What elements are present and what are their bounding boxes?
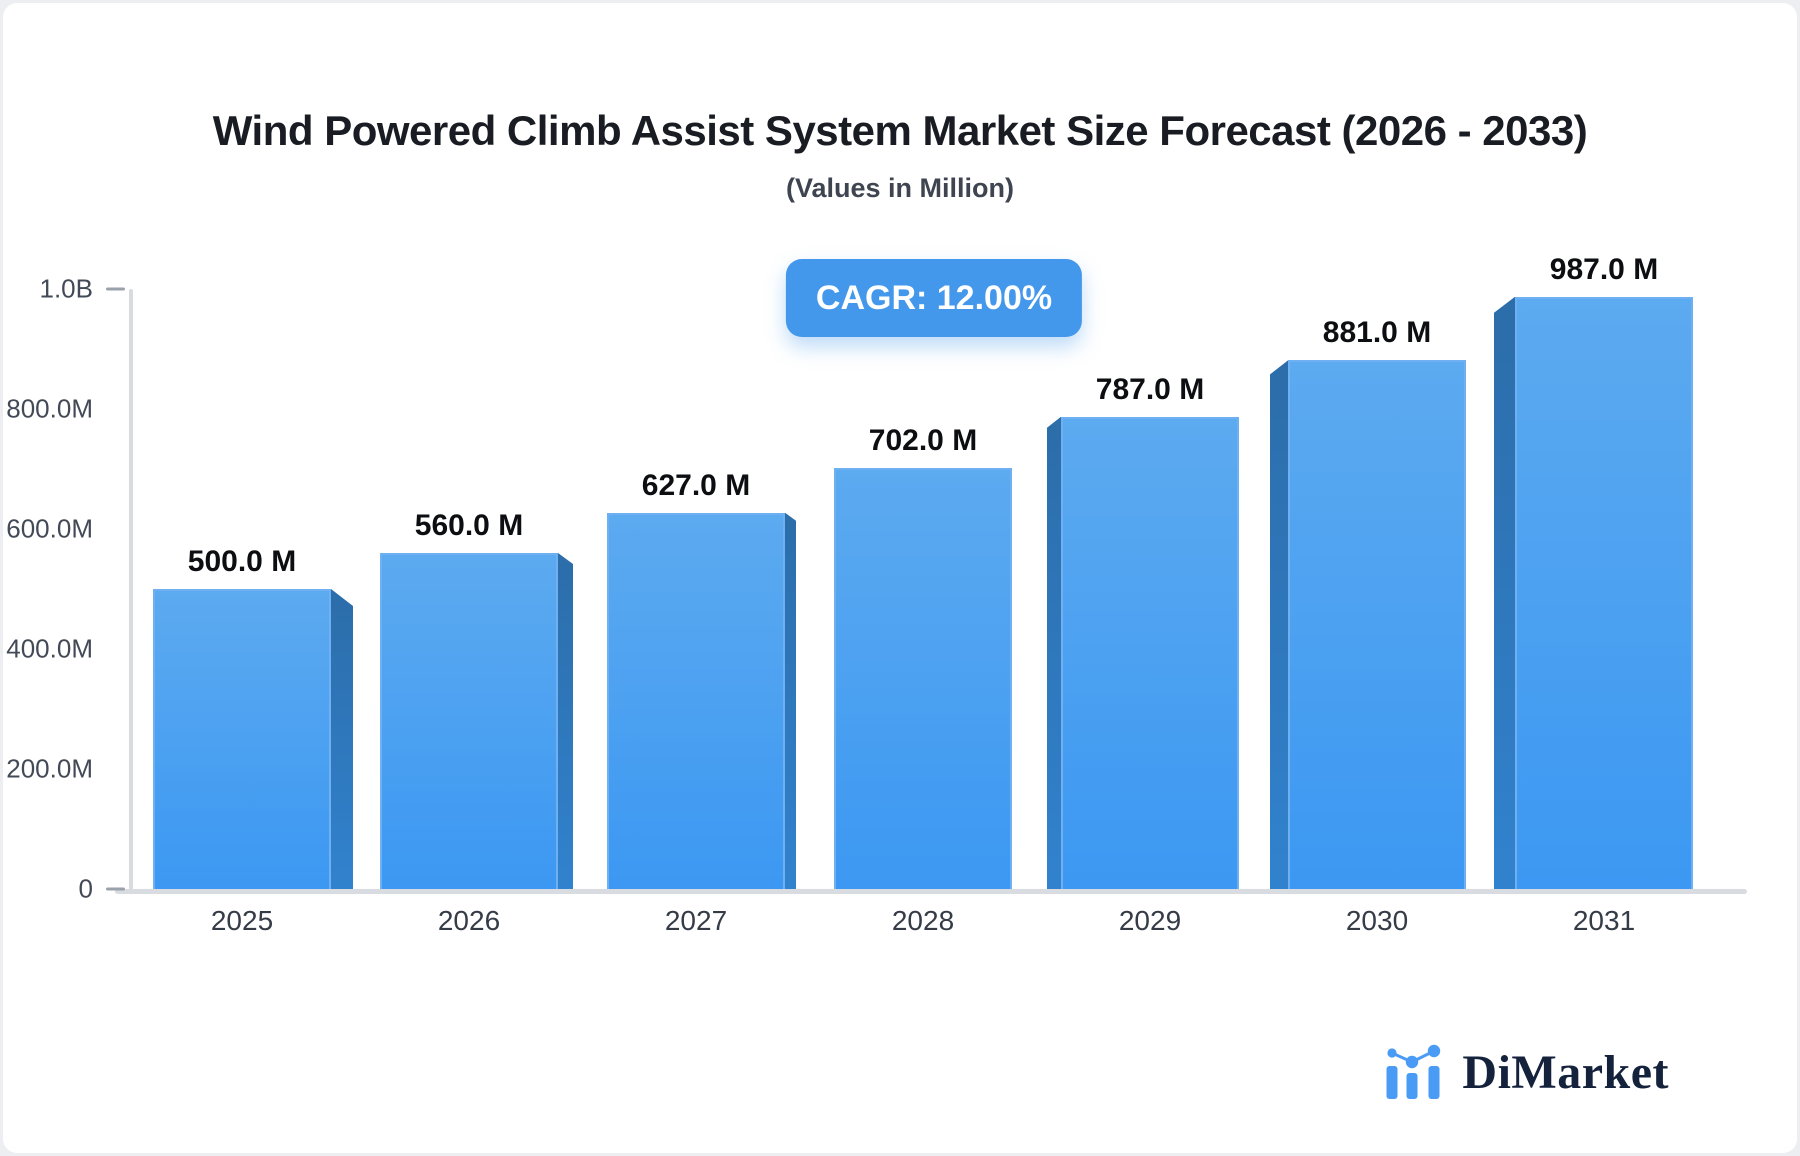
x-axis-label-2028: 2028 <box>891 905 955 936</box>
bar-value-label: 702.0 M <box>868 423 978 457</box>
bar-chart-logo-icon <box>1386 1044 1441 1099</box>
y-tick-label: 400.0M <box>6 633 93 664</box>
y-tick-label: 0 <box>78 873 93 904</box>
x-axis-label-2031: 2031 <box>1572 905 1636 936</box>
bar-side-face <box>785 512 796 889</box>
bar-value-label: 560.0 M <box>414 509 524 542</box>
y-tick-label: 800.0M <box>6 393 93 424</box>
chart-title: Wind Powered Climb Assist System Market … <box>212 107 1588 154</box>
chart-subtitle: (Values in Million) <box>785 173 1015 203</box>
bar-2031[interactable] <box>1515 296 1693 889</box>
y-tick-label: 600.0M <box>6 513 93 544</box>
y-tick-label: 200.0M <box>6 753 93 784</box>
bar-2030[interactable] <box>1288 360 1466 889</box>
bar-2027[interactable] <box>607 512 785 889</box>
y-tick-dash <box>106 287 125 291</box>
bar-2029[interactable] <box>1061 416 1239 889</box>
x-axis-label-2029: 2029 <box>1118 905 1182 936</box>
bar-side-face <box>558 553 573 889</box>
bar-value-label: 987.0 M <box>1549 252 1659 286</box>
x-axis-label-2030: 2030 <box>1345 905 1409 936</box>
y-axis-line <box>129 289 133 892</box>
x-axis-label-2027: 2027 <box>664 905 728 936</box>
brand-logo-text: DiMarket <box>1462 1045 1669 1099</box>
bar-2028[interactable] <box>834 467 1012 889</box>
bar-value-label: 787.0 M <box>1095 372 1205 406</box>
x-axis-line <box>115 889 1747 894</box>
bar-side-face <box>1047 416 1061 889</box>
bar-2026[interactable] <box>380 553 558 889</box>
x-axis-label-2025: 2025 <box>210 905 274 936</box>
bar-side-face <box>331 589 353 889</box>
bar-value-label: 627.0 M <box>641 468 751 502</box>
brand-logo: DiMarket <box>1384 1041 1669 1103</box>
bar-2025[interactable] <box>153 589 331 889</box>
bar-side-face <box>1494 296 1515 889</box>
y-tick-label: 1.0B <box>39 273 94 304</box>
x-axis-label-2026: 2026 <box>437 905 501 936</box>
y-tick-dash <box>106 887 125 891</box>
cagr-badge: CAGR: 12.00% <box>785 259 1083 337</box>
bar-side-face <box>1270 360 1288 889</box>
bar-value-label: 881.0 M <box>1322 316 1432 350</box>
bar-value-label: 500.0 M <box>187 545 297 578</box>
card-background: Wind Powered Climb Assist System Market … <box>3 3 1797 1153</box>
